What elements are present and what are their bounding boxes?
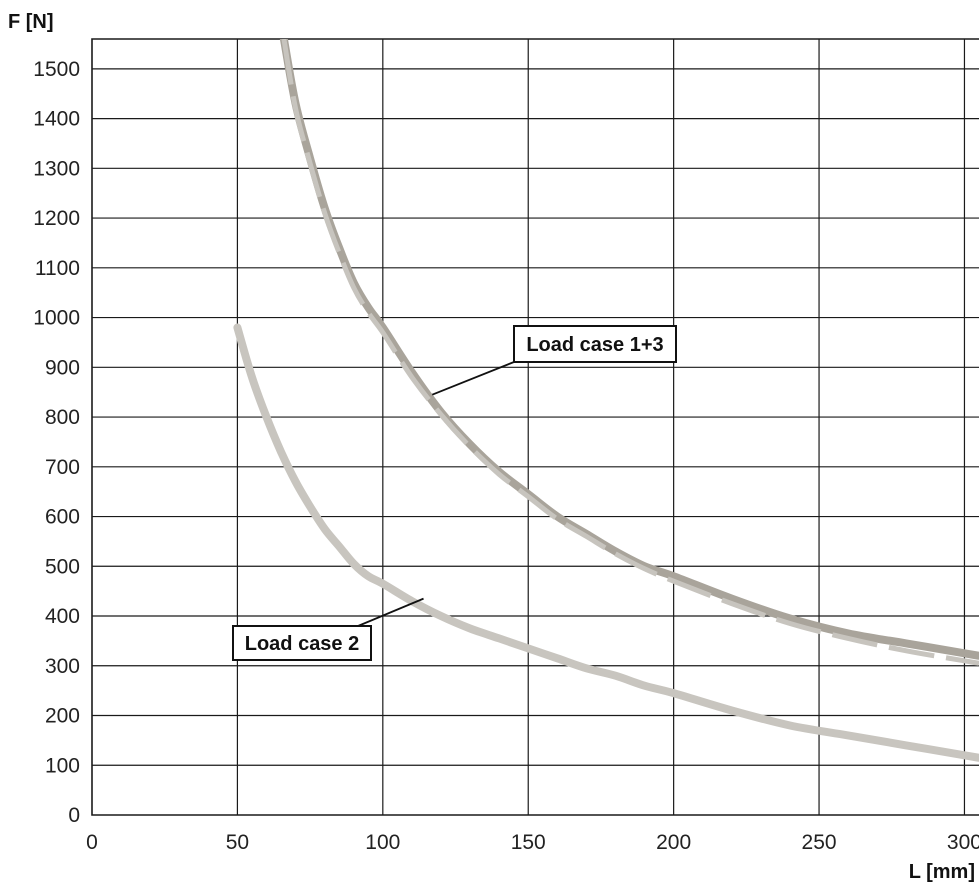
callout-box-0	[513, 325, 677, 363]
y-tick-label: 800	[45, 406, 80, 429]
series-line-2	[233, 323, 979, 762]
x-tick-label: 300	[947, 831, 979, 854]
grid-layer	[91, 38, 979, 816]
curve-layer	[233, 39, 979, 762]
plot-frame	[91, 38, 979, 816]
callout-leader-1	[357, 597, 424, 627]
x-tick-label: 150	[511, 831, 546, 854]
y-tick-label: 200	[45, 705, 80, 728]
y-tick-label: 100	[45, 754, 80, 777]
annotation-layer: Load case 1+3 Load case 2	[232, 325, 677, 661]
x-tick-label: 0	[86, 831, 98, 854]
callout-box-1	[232, 625, 372, 661]
y-tick-label: 300	[45, 655, 80, 678]
y-tick-label: 1400	[33, 108, 80, 131]
x-tick-label: 200	[656, 831, 691, 854]
callout-label-0: Load case 1+3	[526, 334, 663, 356]
y-tick-label: 1300	[33, 157, 80, 180]
callout-leader-0	[431, 361, 515, 396]
y-tick-label: 500	[45, 555, 80, 578]
y-tick-label: 700	[45, 456, 80, 479]
y-tick-label: 1000	[33, 307, 80, 330]
x-tick-label: 100	[365, 831, 400, 854]
series-line-1	[281, 39, 979, 666]
tick-label-layer: 0 50 100 150 200 250 300 0 100 200 300 400 500 600 700…	[33, 58, 979, 854]
y-tick-label: 1200	[33, 207, 80, 230]
y-tick-label: 600	[45, 506, 80, 529]
y-tick-label: 400	[45, 605, 80, 628]
y-axis-title: F [N]	[8, 11, 54, 33]
y-tick-label: 1500	[33, 58, 80, 81]
x-axis-title: L [mm]	[909, 861, 975, 883]
y-tick-label: 0	[68, 804, 80, 827]
callout-label-1: Load case 2	[245, 633, 360, 655]
x-tick-label: 250	[802, 831, 837, 854]
y-tick-label: 1100	[35, 257, 80, 280]
y-tick-label: 900	[45, 356, 80, 379]
x-tick-label: 50	[226, 831, 249, 854]
